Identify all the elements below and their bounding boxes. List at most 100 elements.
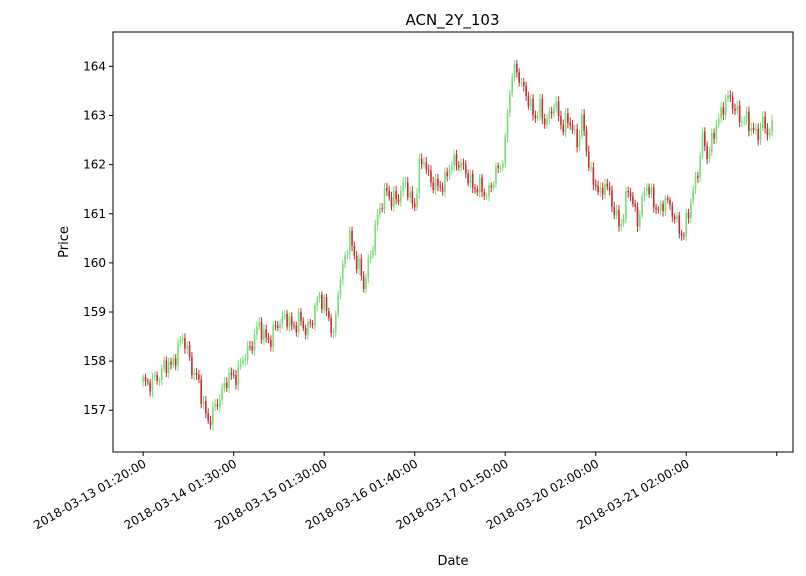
candle-body-up bbox=[625, 191, 627, 219]
candle-body-up bbox=[755, 128, 757, 131]
candle-body-up bbox=[404, 182, 407, 184]
candle-body-up bbox=[708, 151, 711, 159]
candle-body-down bbox=[618, 209, 620, 227]
candle-body-up bbox=[244, 359, 247, 361]
candle-body-up bbox=[402, 182, 404, 191]
candle-body-down bbox=[543, 118, 546, 125]
candle-body-up bbox=[372, 250, 374, 256]
candle-body-down bbox=[321, 294, 323, 310]
candle-body-up bbox=[659, 203, 662, 211]
x-axis-label: Date bbox=[437, 554, 468, 569]
candle-body-up bbox=[736, 105, 739, 111]
candle-body-down bbox=[149, 382, 151, 392]
candle-body-down bbox=[522, 81, 525, 86]
candle-body-up bbox=[492, 183, 495, 188]
candle-body-up bbox=[283, 314, 286, 316]
candle-body-down bbox=[207, 413, 209, 421]
candle-body-up bbox=[334, 314, 337, 332]
candle-body-down bbox=[652, 187, 655, 208]
y-axis-label: Price bbox=[57, 226, 72, 258]
candle-body-down bbox=[541, 98, 544, 119]
candle-body-up bbox=[323, 297, 326, 310]
candle-body-up bbox=[710, 132, 713, 152]
candle-body-down bbox=[583, 114, 585, 131]
candle-body-down bbox=[483, 191, 486, 197]
candle-body-down bbox=[567, 113, 569, 123]
candle-body-up bbox=[504, 136, 507, 164]
candle-body-down bbox=[697, 175, 699, 178]
candle-body-up bbox=[272, 325, 274, 347]
candle-body-up bbox=[599, 187, 602, 193]
candle-body-down bbox=[388, 190, 390, 198]
candle-body-down bbox=[518, 72, 520, 83]
candle-body-up bbox=[578, 135, 581, 148]
candles-group bbox=[142, 59, 773, 431]
candle-body-up bbox=[488, 185, 490, 197]
candle-body-down bbox=[611, 190, 613, 207]
candle-body-down bbox=[490, 185, 493, 188]
candle-body-up bbox=[158, 380, 161, 382]
y-tick-label: 157 bbox=[83, 403, 106, 417]
candle-body-down bbox=[662, 203, 664, 212]
candle-body-down bbox=[648, 187, 650, 195]
candle-body-up bbox=[288, 316, 291, 327]
candle-body-down bbox=[360, 258, 363, 276]
candle-body-up bbox=[393, 191, 395, 207]
candle-body-down bbox=[592, 167, 595, 185]
candle-body-down bbox=[476, 189, 479, 193]
candle-body-down bbox=[411, 191, 414, 204]
candle-body-down bbox=[680, 233, 683, 236]
candle-body-down bbox=[413, 203, 416, 208]
candle-body-up bbox=[685, 212, 688, 237]
candle-body-up bbox=[239, 363, 242, 366]
candle-body-down bbox=[471, 173, 474, 188]
candle-body-down bbox=[420, 158, 423, 164]
candle-body-up bbox=[365, 277, 367, 289]
candle-body-down bbox=[606, 183, 609, 187]
candle-body-down bbox=[165, 360, 168, 373]
candle-body-up bbox=[374, 224, 377, 251]
candle-body-up bbox=[399, 190, 402, 202]
candle-body-up bbox=[771, 120, 773, 133]
candle-body-down bbox=[216, 404, 219, 407]
candle-body-down bbox=[188, 345, 191, 357]
candle-body-up bbox=[307, 322, 309, 335]
candle-body-up bbox=[279, 323, 281, 328]
candle-body-up bbox=[409, 191, 411, 198]
candle-body-up bbox=[418, 158, 421, 194]
candle-body-down bbox=[687, 212, 690, 219]
candle-body-down bbox=[655, 207, 657, 210]
candle-body-up bbox=[720, 107, 722, 119]
candle-body-up bbox=[258, 322, 261, 327]
candle-body-up bbox=[434, 178, 437, 191]
y-tick-label: 160 bbox=[83, 256, 106, 270]
candle-body-down bbox=[286, 314, 288, 327]
candle-body-up bbox=[506, 112, 509, 137]
candle-body-up bbox=[743, 121, 746, 123]
candle-body-down bbox=[144, 376, 147, 382]
candle-body-down bbox=[397, 199, 400, 202]
candle-body-down bbox=[462, 162, 465, 165]
candle-body-up bbox=[211, 406, 214, 425]
candle-body-down bbox=[267, 337, 270, 341]
y-tick-label: 163 bbox=[83, 109, 106, 123]
candle-body-down bbox=[634, 204, 636, 207]
candle-body-up bbox=[383, 188, 386, 209]
candle-body-up bbox=[263, 329, 265, 340]
candle-body-up bbox=[179, 340, 182, 343]
candle-body-down bbox=[713, 132, 715, 139]
candle-body-down bbox=[274, 325, 277, 327]
candle-body-down bbox=[729, 95, 732, 98]
candle-body-up bbox=[163, 360, 165, 369]
candle-body-down bbox=[571, 125, 574, 131]
candle-body-down bbox=[587, 151, 590, 168]
candle-body-up bbox=[509, 93, 511, 113]
candle-body-down bbox=[353, 245, 356, 256]
candle-body-down bbox=[560, 116, 562, 125]
candle-body-down bbox=[550, 111, 553, 114]
candle-body-up bbox=[499, 167, 502, 169]
candle-body-down bbox=[764, 116, 766, 129]
candle-body-down bbox=[722, 107, 725, 115]
